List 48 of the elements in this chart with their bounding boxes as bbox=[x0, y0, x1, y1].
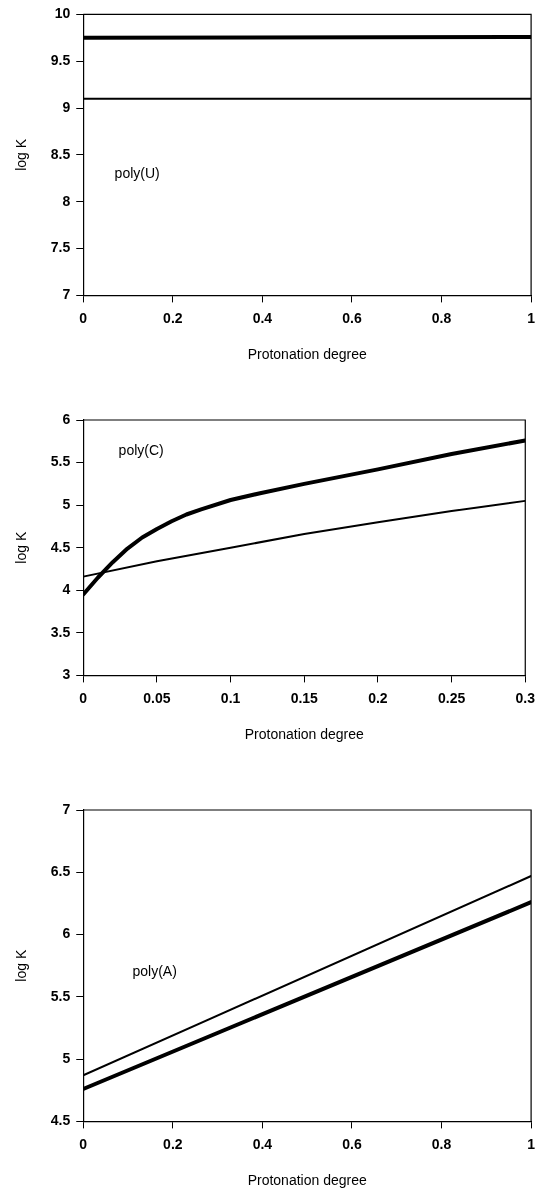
x-tick-label: 0 bbox=[79, 1135, 88, 1152]
annotation: poly(A) bbox=[132, 962, 177, 979]
x-tick-label: 0.4 bbox=[252, 1135, 273, 1152]
y-tick-label: 8 bbox=[62, 192, 71, 209]
y-tick-label: 5 bbox=[62, 1049, 71, 1066]
x-tick-label: 0.3 bbox=[515, 689, 536, 706]
y-tick-label: 4 bbox=[62, 581, 71, 598]
y-tick-label: 8.5 bbox=[50, 145, 71, 162]
x-tick-label: 0.8 bbox=[431, 1135, 452, 1152]
y-axis-title: log K bbox=[13, 531, 30, 564]
x-tick-label: 0.05 bbox=[143, 689, 171, 706]
y-tick-label: 9.5 bbox=[50, 52, 71, 69]
x-tick-label: 0.4 bbox=[252, 309, 273, 326]
y-tick-label: 7 bbox=[62, 286, 71, 303]
y-tick-label: 10 bbox=[54, 5, 71, 22]
x-tick-label: 0.2 bbox=[368, 689, 388, 706]
x-tick-label: 0.6 bbox=[342, 309, 362, 326]
y-tick-label: 3.5 bbox=[50, 623, 71, 640]
x-tick-label: 1 bbox=[527, 309, 536, 326]
x-tick-label: 0.6 bbox=[342, 1135, 362, 1152]
y-tick-label: 6 bbox=[62, 410, 71, 427]
y-tick-label: 7 bbox=[62, 800, 71, 817]
x-tick-label: 0.1 bbox=[220, 689, 241, 706]
x-tick-label: 0 bbox=[79, 309, 88, 326]
y-tick-label: 7.5 bbox=[50, 239, 71, 256]
x-tick-label: 0 bbox=[79, 689, 88, 706]
y-tick-label: 4.5 bbox=[50, 1112, 71, 1129]
x-tick-label: 0.25 bbox=[437, 689, 466, 706]
y-axis-title: log K bbox=[13, 949, 30, 982]
x-tick-label: 1 bbox=[527, 1135, 536, 1152]
annotation: poly(C) bbox=[118, 441, 164, 458]
annotation: poly(U) bbox=[114, 165, 160, 182]
x-tick-label: 0.2 bbox=[163, 1135, 183, 1152]
y-axis-title: log K bbox=[13, 138, 30, 171]
x-axis-title: Protonation degree bbox=[244, 726, 365, 743]
y-tick-label: 5.5 bbox=[50, 987, 71, 1004]
y-tick-label: 9 bbox=[62, 98, 71, 115]
y-tick-label: 4.5 bbox=[50, 538, 71, 555]
x-tick-label: 0.15 bbox=[290, 689, 319, 706]
x-tick-label: 0.2 bbox=[163, 309, 183, 326]
y-tick-label: 6.5 bbox=[50, 863, 71, 880]
y-tick-label: 5 bbox=[62, 495, 71, 512]
y-tick-label: 3 bbox=[62, 666, 71, 683]
x-tick-label: 0.8 bbox=[431, 309, 452, 326]
y-tick-label: 5.5 bbox=[50, 453, 71, 470]
x-axis-title: Protonation degree bbox=[247, 1172, 367, 1189]
x-axis-title: Protonation degree bbox=[247, 346, 367, 363]
y-tick-label: 6 bbox=[62, 925, 71, 942]
